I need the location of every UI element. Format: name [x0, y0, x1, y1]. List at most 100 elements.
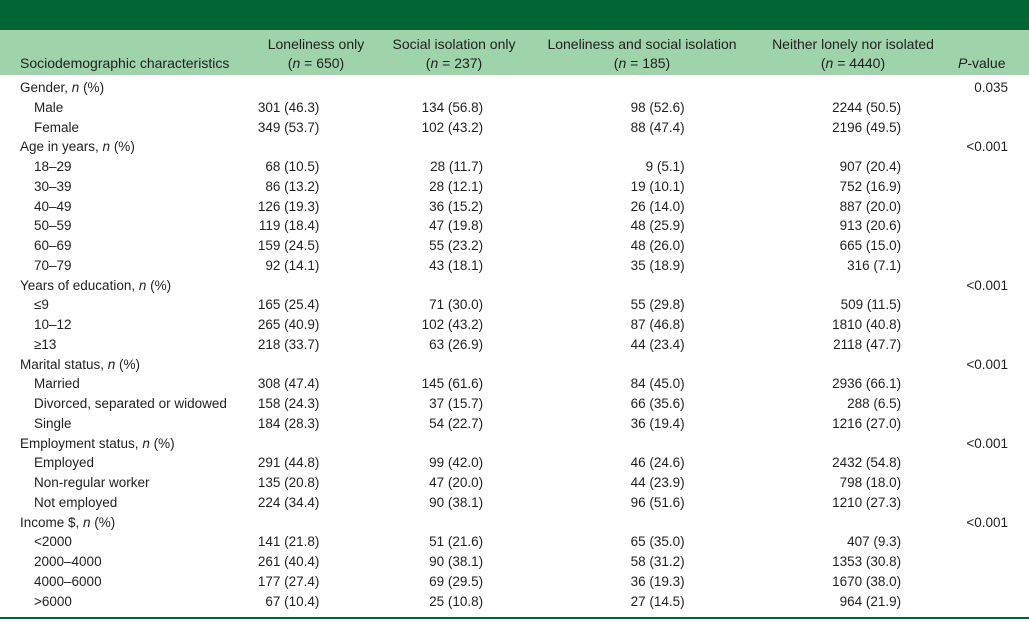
row-label: Marital status, n (%): [20, 356, 141, 372]
cell-social-isolation-only: 28 (11.7): [430, 159, 484, 174]
cell-social-isolation-only: 43 (18.1): [429, 257, 484, 273]
cell-social-isolation-only: 90 (38.1): [429, 554, 484, 569]
cell-p-value: [901, 532, 1029, 552]
cell-loneliness-only: 141 (21.8): [257, 534, 320, 550]
cell-neither: 1216 (27.0): [832, 415, 902, 431]
cell-p-value: [901, 197, 1029, 217]
cell-loneliness-only: 184 (28.3): [257, 415, 320, 431]
table-row: 4000–6000 177 (27.4) 69 (29.5) 36 (19.3) 167…: [0, 572, 1029, 592]
cell-neither: [685, 355, 902, 375]
cell-loneliness-and-isolation: 96 (51.6): [630, 494, 685, 510]
cell-loneliness-only: 177 (27.4): [257, 573, 320, 589]
cell-loneliness-and-isolation: 36 (19.3): [630, 573, 685, 589]
cell-p-value: [901, 315, 1029, 335]
cell-social-isolation-only: [319, 513, 483, 533]
cell-p-value: [901, 256, 1029, 276]
header-col-loneliness-and-isolation: Loneliness and social isolation (n = 185…: [536, 35, 748, 73]
table-row: Divorced, separated or widowed 158 (24.3)…: [0, 394, 1029, 414]
cell-loneliness-only: 218 (33.7): [257, 336, 320, 352]
cell-loneliness-only: 261 (40.4): [257, 554, 320, 569]
cell-loneliness-and-isolation: [483, 355, 685, 375]
cell-social-isolation-only: [319, 137, 483, 157]
row-label: 4000–6000: [34, 573, 102, 589]
cell-social-isolation-only: 69 (29.5): [429, 573, 484, 589]
cell-loneliness-only: [258, 513, 320, 533]
cell-loneliness-only: 349 (53.7): [257, 119, 320, 135]
cell-loneliness-and-isolation: 88 (47.4): [630, 119, 685, 135]
cell-p-value: [901, 414, 1029, 434]
cell-loneliness-only: [258, 137, 320, 157]
cell-neither: 2244 (50.5): [832, 99, 902, 115]
table-group-row: Income $, n (%) <0.001: [0, 513, 1029, 533]
cell-neither: [685, 276, 902, 296]
cell-loneliness-and-isolation: 35 (18.9): [630, 257, 685, 273]
cell-social-isolation-only: 90 (38.1): [429, 494, 484, 510]
cell-social-isolation-only: 37 (15.7): [429, 396, 484, 411]
cell-p-value: <0.001: [966, 139, 1008, 155]
cell-loneliness-and-isolation: [483, 276, 685, 296]
cell-social-isolation-only: [319, 434, 483, 454]
cell-neither: 1810 (40.8): [832, 317, 902, 332]
table-group-row: Years of education, n (%) <0.001: [0, 276, 1029, 296]
cell-social-isolation-only: 51 (21.6): [429, 534, 484, 550]
cell-loneliness-only: 126 (19.3): [257, 198, 320, 214]
cell-p-value: [901, 572, 1029, 592]
row-label: 30–39: [34, 178, 72, 194]
row-label: 70–79: [34, 257, 72, 273]
header-col-loneliness-and-isolation-n: (n = 185): [613, 55, 671, 71]
row-label: 40–49: [34, 198, 72, 214]
cell-p-value: <0.001: [966, 356, 1008, 372]
cell-loneliness-and-isolation: [483, 137, 685, 157]
cell-loneliness-and-isolation: 9 (5.1): [645, 159, 685, 174]
cell-p-value: [901, 98, 1029, 118]
cell-loneliness-only: 159 (24.5): [257, 238, 320, 253]
cell-social-isolation-only: 102 (43.2): [421, 119, 484, 135]
cell-social-isolation-only: 63 (26.9): [429, 336, 484, 352]
row-label: ≤9: [34, 297, 49, 313]
cell-loneliness-only: 67 (10.4): [265, 593, 320, 609]
cell-neither: 288 (6.5): [847, 396, 902, 411]
header-col-loneliness-only: Loneliness only (n = 650): [258, 35, 374, 73]
row-label: 18–29: [34, 159, 72, 174]
cell-loneliness-only: 224 (34.4): [257, 494, 320, 510]
cell-social-isolation-only: [319, 78, 483, 98]
cell-loneliness-and-isolation: 66 (35.6): [630, 396, 685, 411]
row-label: Single: [34, 415, 72, 431]
n-symbol: n: [142, 435, 150, 451]
header-col-p-value-label: P-value: [958, 55, 1006, 71]
cell-neither: 2196 (49.5): [832, 119, 902, 135]
header-col-social-isolation-only-n: (n = 237): [425, 55, 483, 71]
n-symbol: n: [71, 80, 80, 95]
cell-neither: 913 (20.6): [839, 218, 902, 234]
cell-neither: 509 (11.5): [840, 297, 902, 313]
cell-loneliness-only: 92 (14.1): [265, 257, 320, 273]
cell-social-isolation-only: 36 (15.2): [429, 198, 484, 214]
row-label: Income $, n (%): [20, 514, 116, 530]
cell-loneliness-and-isolation: [483, 78, 685, 98]
header-col-characteristics: Sociodemographic characteristics: [20, 54, 229, 73]
table-row: ≥13 218 (33.7) 63 (26.9) 44 (23.4) 2118 (47.…: [0, 335, 1029, 355]
table-row: Employed 291 (44.8) 99 (42.0) 46 (24.6) 2432…: [0, 453, 1029, 473]
cell-social-isolation-only: 47 (19.8): [429, 218, 484, 234]
table-row: 2000–4000 261 (40.4) 90 (38.1) 58 (31.2) 135…: [0, 552, 1029, 572]
row-label: Divorced, separated or widowed: [34, 396, 227, 411]
row-label: 60–69: [34, 238, 72, 253]
n-symbol: n: [138, 277, 147, 293]
cell-loneliness-and-isolation: 55 (29.8): [630, 297, 685, 313]
table-row: ≤9 165 (25.4) 71 (30.0) 55 (29.8) 509 (11.5): [0, 295, 1029, 315]
cell-social-isolation-only: 102 (43.2): [421, 317, 484, 332]
row-label: 2000–4000: [34, 554, 102, 569]
cell-neither: 964 (21.9): [839, 593, 902, 609]
cell-p-value: [901, 394, 1029, 414]
cell-neither: 665 (15.0): [839, 238, 902, 253]
row-label: Not employed: [34, 494, 118, 510]
cell-loneliness-only: 265 (40.9): [257, 317, 320, 332]
cell-loneliness-and-isolation: 84 (45.0): [630, 376, 685, 392]
cell-loneliness-only: [258, 434, 320, 454]
cell-p-value: [901, 473, 1029, 493]
row-label: Gender, n (%): [20, 80, 105, 95]
row-label: Married: [34, 376, 80, 392]
cell-p-value: [901, 335, 1029, 355]
n-symbol: n: [107, 356, 116, 372]
